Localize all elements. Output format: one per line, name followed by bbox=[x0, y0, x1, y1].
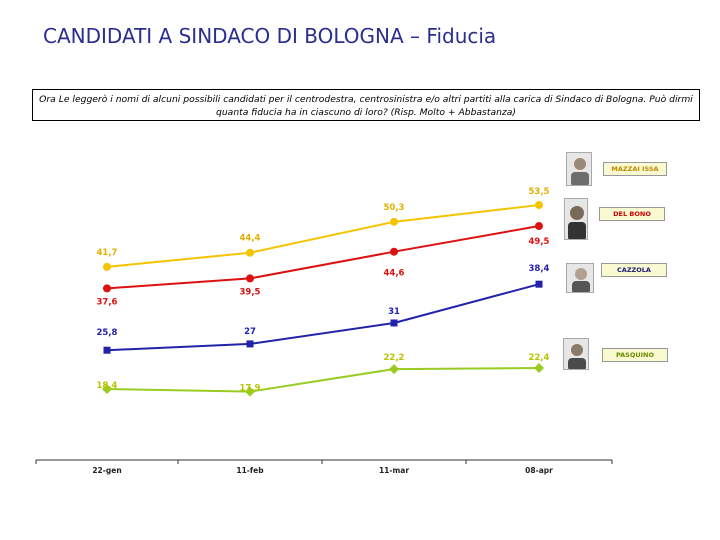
data-label: 44,4 bbox=[240, 234, 261, 244]
data-point bbox=[103, 262, 111, 271]
data-label: 50,3 bbox=[384, 203, 405, 213]
data-label: 44,6 bbox=[384, 269, 405, 279]
data-label: 39,5 bbox=[240, 287, 261, 297]
data-label: 25,8 bbox=[97, 328, 118, 338]
data-point bbox=[390, 319, 398, 327]
candidate-photo-icon bbox=[564, 198, 588, 240]
title-dash: – bbox=[403, 24, 427, 48]
data-label: 41,7 bbox=[97, 248, 118, 258]
data-label: 18,4 bbox=[97, 381, 118, 391]
data-point bbox=[246, 274, 254, 283]
data-point bbox=[534, 363, 544, 374]
legend-cazzola: CAZZOLA bbox=[601, 263, 667, 277]
data-point bbox=[246, 340, 254, 348]
data-label: 38,4 bbox=[529, 264, 550, 274]
series-line bbox=[106, 367, 540, 393]
series-pasquino: 18,4 17,9 22,2 22,4 bbox=[97, 353, 550, 397]
data-point bbox=[246, 248, 254, 257]
data-point bbox=[390, 217, 398, 226]
data-point bbox=[535, 222, 543, 231]
data-label: 37,6 bbox=[97, 297, 118, 307]
x-tick-label: 08-apr bbox=[525, 466, 553, 475]
x-tick-label: 11-mar bbox=[379, 466, 409, 475]
series-cazzola: 25,8 27 31 38,4 bbox=[97, 264, 550, 354]
data-point bbox=[535, 201, 543, 210]
data-label: 27 bbox=[244, 327, 256, 337]
data-point bbox=[535, 280, 543, 288]
x-tick-label: 22-gen bbox=[92, 466, 121, 475]
candidate-photo-icon bbox=[563, 338, 589, 370]
legend-label: MAZZAI ISSA bbox=[611, 165, 659, 173]
data-label: 17,9 bbox=[240, 384, 261, 394]
candidate-photo-icon bbox=[566, 152, 592, 186]
data-point bbox=[389, 364, 399, 375]
series-mazzai-issa: 41,7 44,4 50,3 53,5 bbox=[97, 187, 550, 271]
data-point bbox=[245, 386, 255, 397]
data-label: 53,5 bbox=[529, 187, 550, 197]
legend-label: PASQUINO bbox=[615, 351, 655, 359]
data-point bbox=[103, 284, 111, 293]
legend-label: CAZZOLA bbox=[617, 266, 651, 274]
series-del-bono: 37,6 39,5 44,6 49,5 bbox=[97, 222, 550, 307]
series-line bbox=[106, 283, 540, 352]
data-point bbox=[103, 346, 111, 354]
legend-delbono: DEL BONO bbox=[599, 207, 665, 221]
data-point bbox=[390, 247, 398, 256]
series-line bbox=[106, 204, 540, 268]
candidate-photo-icon bbox=[566, 263, 594, 293]
title-sub: Fiducia bbox=[426, 24, 497, 48]
legend-pasquino: PASQUINO bbox=[602, 348, 668, 362]
series-line bbox=[106, 225, 540, 290]
data-point bbox=[102, 383, 112, 394]
page-title: CANDIDATI A SINDACO DI BOLOGNA – Fiducia bbox=[43, 24, 496, 48]
x-tick-label: 11-feb bbox=[236, 466, 264, 475]
legend-label: DEL BONO bbox=[613, 210, 651, 218]
data-label: 49,5 bbox=[529, 237, 550, 247]
data-label: 22,4 bbox=[529, 353, 550, 363]
data-label: 31 bbox=[388, 307, 400, 317]
title-main: CANDIDATI A SINDACO DI BOLOGNA bbox=[43, 24, 404, 48]
data-label: 22,2 bbox=[384, 353, 405, 363]
survey-question: Ora Le leggerò i nomi di alcuni possibil… bbox=[32, 89, 700, 121]
legend-mazzaissa: MAZZAI ISSA bbox=[603, 162, 667, 176]
